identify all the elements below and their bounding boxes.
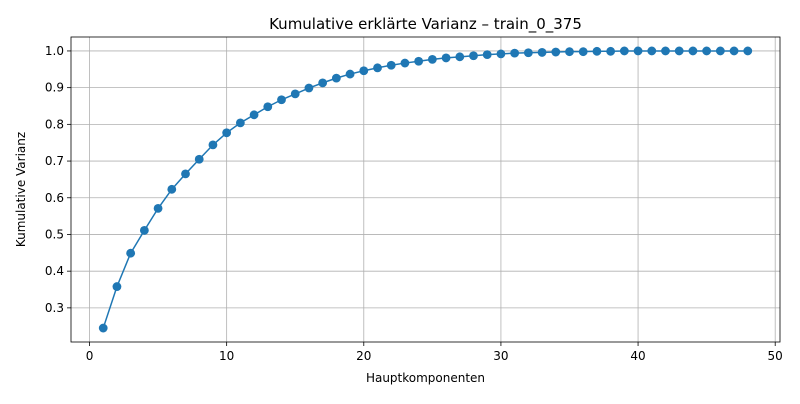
y-tick-label: 0.6 [45,191,64,205]
data-point [510,48,520,58]
x-tick-label: 20 [356,349,371,363]
data-point [304,83,314,93]
data-point [181,169,190,179]
data-point [153,204,163,213]
data-point [318,78,328,88]
data-point [688,46,698,56]
x-tick-label: 40 [630,349,645,363]
x-tick-label: 0 [86,349,94,363]
y-tick-label: 0.5 [45,227,64,241]
data-point [647,46,657,56]
chart-title: Kumulative erklärte Varianz – train_0_37… [269,15,582,34]
data-point [263,102,273,112]
data-point [235,118,245,128]
data-point [729,46,739,56]
data-point [139,226,149,235]
data-point [565,47,574,57]
data-point [441,53,451,63]
y-ticks: 0.3 0.4 0.5 0.6 0.7 0.8 0.9 1.0 [45,44,71,315]
data-point [578,47,588,57]
y-tick-label: 0.7 [45,154,64,168]
y-tick-label: 0.4 [45,264,64,278]
data-point [222,128,232,138]
data-point [496,49,506,59]
series-line-layer [102,50,748,329]
data-point [619,46,629,56]
data-point [606,46,616,56]
data-point [674,46,684,56]
plot-frame [70,36,781,343]
data-point [743,46,753,56]
x-ticks: 0 10 20 30 40 50 [86,342,783,363]
y-axis-label: Kumulative Varianz [14,132,28,247]
data-point [249,110,259,120]
data-point [359,66,369,76]
series-line [102,50,748,329]
data-point [715,46,725,56]
data-point [633,46,643,56]
data-point [373,63,382,73]
data-point [126,248,136,258]
data-point [592,46,602,56]
y-tick-label: 0.9 [45,81,64,95]
data-point [277,95,286,105]
data-point [167,184,177,194]
data-point [331,73,341,83]
data-point [523,48,533,58]
data-point [400,58,410,68]
x-tick-label: 30 [493,349,508,363]
data-point [427,54,437,64]
data-point [208,140,218,150]
grid-layer [71,37,780,342]
y-tick-label: 1.0 [45,44,64,58]
y-tick-label: 0.8 [45,117,64,131]
data-point [702,46,712,56]
data-point [661,46,670,56]
data-point [345,69,355,79]
data-point [194,154,204,164]
data-point [455,52,465,62]
data-points-layer [98,46,753,333]
x-tick-label: 50 [768,349,783,363]
data-point [482,50,492,60]
data-point [386,60,396,70]
data-point [414,56,424,66]
data-point [469,51,478,61]
x-axis-label: Hauptkomponenten [366,371,485,385]
y-tick-label: 0.3 [45,301,64,315]
x-tick-label: 10 [219,349,234,363]
data-point [112,282,122,291]
data-point [537,48,547,57]
data-point [551,47,561,57]
data-point [98,323,108,333]
data-point [290,89,300,99]
